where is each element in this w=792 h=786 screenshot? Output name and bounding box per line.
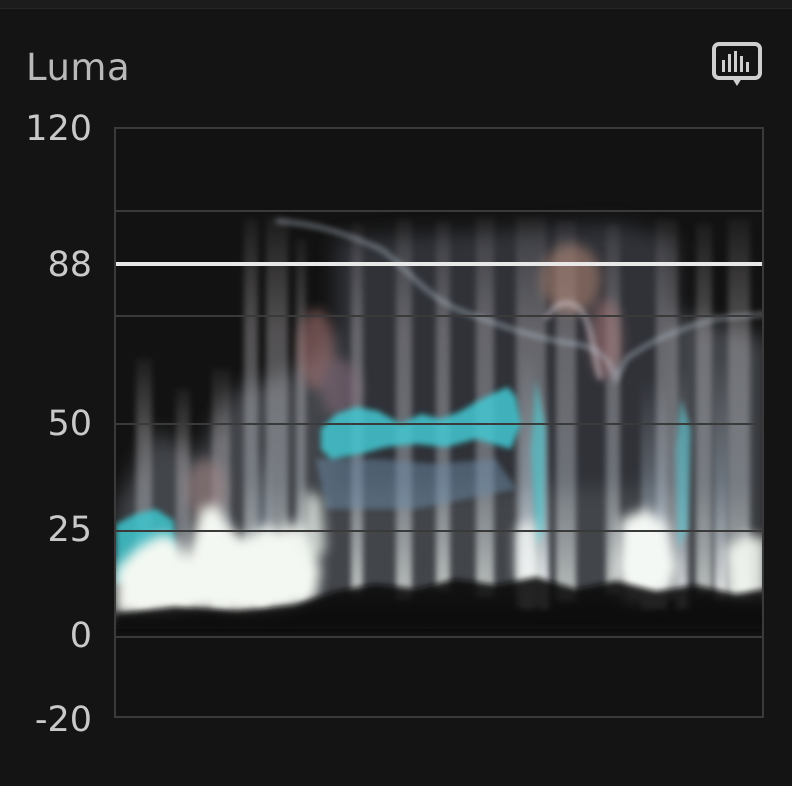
luma-waveform-scope[interactable]: [114, 127, 764, 718]
scope-options-icon[interactable]: [710, 40, 764, 90]
scale-tick-88: 88: [47, 245, 92, 285]
scale-tick-25: 25: [47, 510, 92, 550]
scale-tick-50: 50: [47, 404, 92, 444]
panel-top-border: [0, 0, 792, 9]
reference-line-88[interactable]: [116, 129, 764, 718]
scale-tick-0: 0: [69, 616, 92, 656]
scale-tick-120: 120: [25, 109, 92, 149]
scale-tick-neg20: -20: [34, 700, 92, 740]
scope-title: Luma: [26, 46, 131, 89]
waveform-trace: [116, 210, 762, 638]
